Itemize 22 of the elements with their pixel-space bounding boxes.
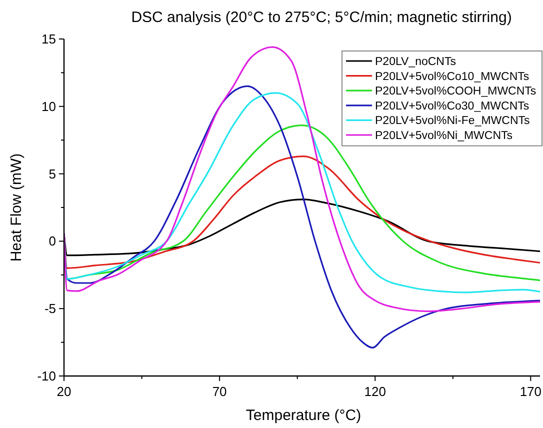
legend-label: P20LV+5vol%COOH_MWCNTs	[375, 86, 536, 98]
legend-label: P20LV+5vol%Ni-Fe_MWCNTs	[375, 115, 530, 128]
line-series	[64, 46, 540, 312]
line-series	[64, 155, 540, 269]
x-tick-label: 120	[364, 384, 386, 399]
x-tick-label: 170	[520, 384, 542, 399]
legend-label: P20LV+5vol%Ni_MWCNTs	[375, 130, 513, 142]
y-tick-label: -5	[44, 301, 56, 316]
y-tick-label: 15	[42, 32, 56, 46]
line-series	[64, 85, 540, 348]
x-tick-label: 70	[212, 384, 227, 399]
y-tick-label: -10	[37, 368, 56, 384]
y-tick-label: 5	[48, 166, 56, 182]
legend-label: P20LV_noCNTs	[375, 56, 456, 68]
y-tick-label: 10	[42, 98, 56, 114]
y-tick-label: 0	[48, 234, 56, 249]
legend-label: P20LV+5vol%Co10_MWCNTs	[375, 70, 530, 83]
legend-label: P20LV+5vol%Co30_MWCNTs	[375, 100, 530, 112]
chart-title: DSC analysis (20°C to 275°C; 5°C/min; magnetic stirring)	[131, 9, 512, 26]
y-axis-title: Heat Flow (mW)	[8, 153, 25, 262]
x-tick-label: 20	[56, 384, 72, 399]
x-axis-title: Temperature (°C)	[246, 407, 362, 424]
